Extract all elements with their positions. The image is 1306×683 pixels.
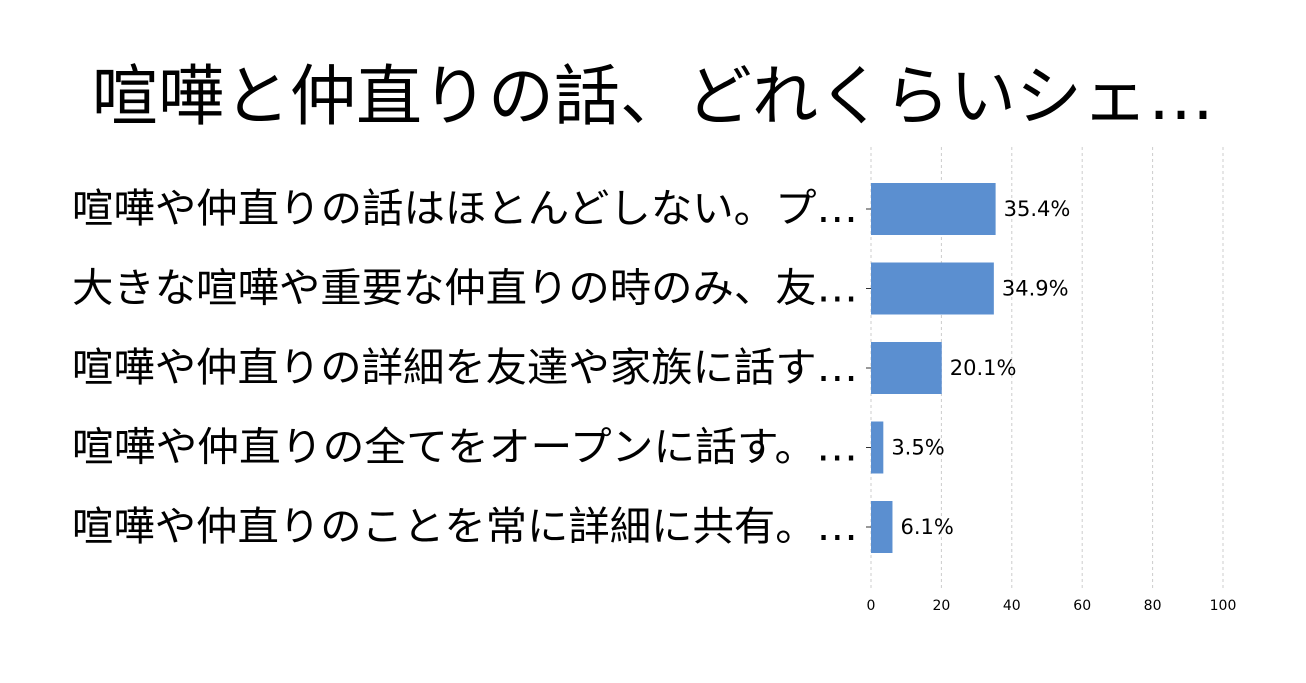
chart-title: 喧嘩と仲直りの話、どれくらいシェ… <box>92 58 1214 135</box>
label-layer: 喧嘩や仲直りの話はほとんどしない。プ… 35.4% 大きな喧嘩や重要な仲直りの時のみ… <box>72 186 1070 550</box>
value-label: 35.4% <box>1004 197 1071 221</box>
x-tick-label: 20 <box>932 598 950 614</box>
bar <box>871 342 942 394</box>
bar <box>871 421 884 474</box>
x-tick-label: 60 <box>1073 598 1091 614</box>
category-label: 喧嘩や仲直りの話はほとんどしない。プ… <box>72 186 858 232</box>
bar-layer <box>871 183 996 553</box>
value-label: 20.1% <box>950 356 1017 380</box>
category-label: 大きな喧嘩や重要な仲直りの時のみ、友… <box>72 266 858 312</box>
x-tick-label: 40 <box>1003 598 1021 614</box>
bar <box>871 262 994 315</box>
x-tick-label: 100 <box>1210 598 1237 614</box>
value-label: 34.9% <box>1002 277 1069 301</box>
value-label: 3.5% <box>891 436 944 460</box>
category-label: 喧嘩や仲直りの全てをオープンに話す。… <box>72 425 858 471</box>
value-label: 6.1% <box>900 515 953 539</box>
x-tick-label: 80 <box>1144 598 1162 614</box>
category-label: 喧嘩や仲直りの詳細を友達や家族に話す… <box>72 345 858 391</box>
category-label: 喧嘩や仲直りのことを常に詳細に共有。… <box>72 504 858 550</box>
bar <box>871 183 996 235</box>
x-tick-label: 0 <box>867 598 876 614</box>
bar <box>871 501 893 553</box>
x-axis: 0 20 40 60 80 100 <box>866 208 1237 614</box>
